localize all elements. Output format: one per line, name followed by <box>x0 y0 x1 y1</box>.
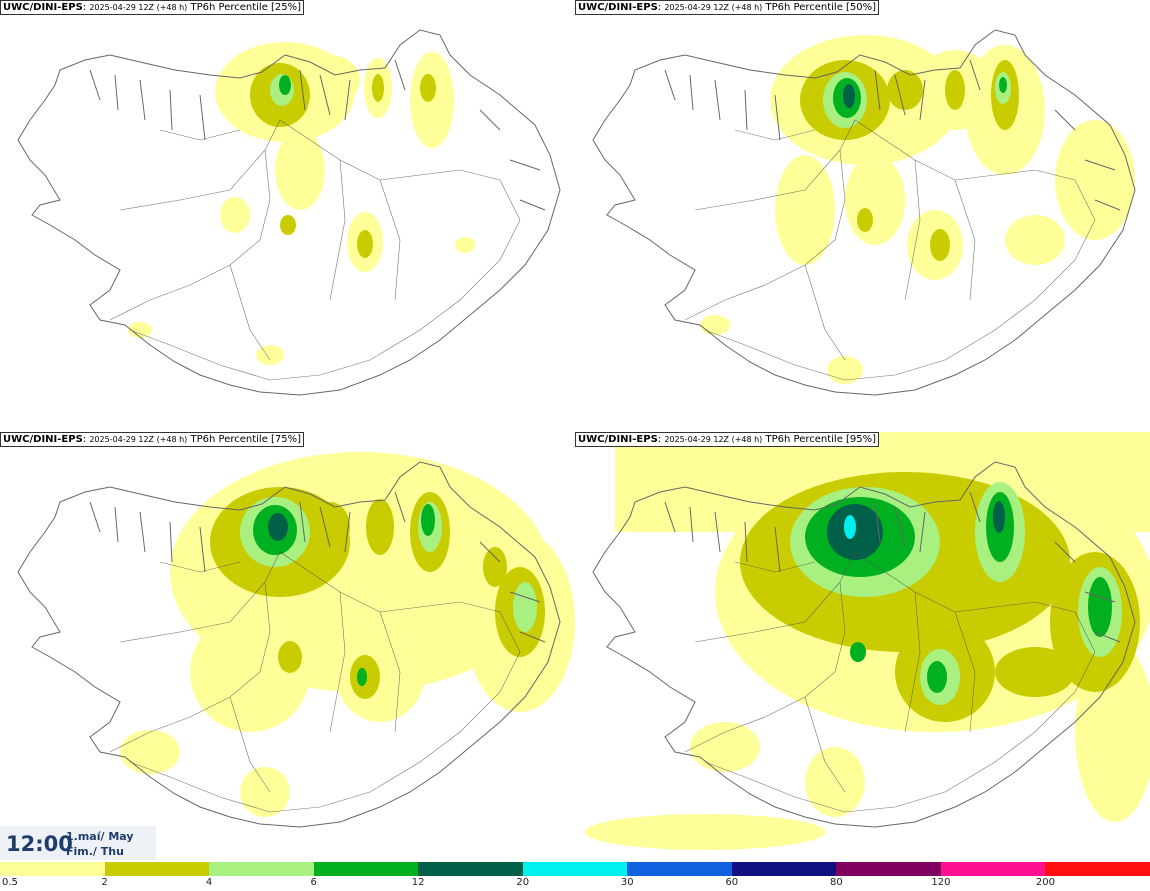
precip-map-p25 <box>17 29 561 396</box>
panel-field: TP6h Percentile [25%] <box>190 2 302 13</box>
map-panel-p75: UWC/DINI-EPS: 2025-04-29 12Z (+48 h) TP6… <box>0 432 575 864</box>
map-panel-p95: UWC/DINI-EPS: 2025-04-29 12Z (+48 h) TP6… <box>575 432 1150 864</box>
panel-source: UWC/DINI-EPS <box>3 434 83 445</box>
road-network <box>684 119 1096 381</box>
legend-label: 60 <box>725 877 739 888</box>
panel-run: 2025-04-29 12Z (+48 h) <box>89 435 188 444</box>
legend-labels: 0.5 2 4 6 12 20 30 60 80 120 200 <box>0 877 1150 891</box>
iceland-coastline <box>17 461 561 828</box>
panel-source: UWC/DINI-EPS <box>578 434 658 445</box>
legend-swatch <box>418 862 523 876</box>
legend-swatch <box>836 862 941 876</box>
precip-field <box>700 35 1135 384</box>
panel-field: TP6h Percentile [50%] <box>765 2 877 13</box>
panel-title: UWC/DINI-EPS: 2025-04-29 12Z (+48 h) TP6… <box>575 432 880 447</box>
valid-date-line2: Fim./ Thu <box>66 845 124 858</box>
panel-source: UWC/DINI-EPS <box>578 2 658 13</box>
legend-swatch <box>522 862 628 876</box>
panel-title: UWC/DINI-EPS: 2025-04-29 12Z (+48 h) TP6… <box>0 0 305 15</box>
legend-swatch <box>731 862 837 876</box>
precip-field <box>585 432 1150 850</box>
road-network <box>109 119 521 381</box>
legend-swatch <box>209 862 314 876</box>
legend-swatch <box>104 862 210 876</box>
color-legend: 0.5 2 4 6 12 20 30 60 80 120 200 <box>0 862 1150 891</box>
legend-swatch <box>627 862 732 876</box>
legend-label: 6 <box>310 877 317 888</box>
legend-label: 30 <box>620 877 634 888</box>
panel-source: UWC/DINI-EPS <box>3 2 83 13</box>
iceland-coastline <box>17 29 561 396</box>
legend-label: 20 <box>516 877 530 888</box>
panel-title: UWC/DINI-EPS: 2025-04-29 12Z (+48 h) TP6… <box>575 0 880 15</box>
panel-run: 2025-04-29 12Z (+48 h) <box>89 3 188 12</box>
legend-label: 120 <box>931 877 951 888</box>
legend-label: 200 <box>1035 877 1055 888</box>
legend-label: 80 <box>829 877 843 888</box>
precip-map-p50 <box>592 29 1136 396</box>
panel-run: 2025-04-29 12Z (+48 h) <box>664 3 763 12</box>
legend-label: 0.5 <box>2 877 18 888</box>
legend-swatch <box>0 862 105 876</box>
legend-label: 12 <box>411 877 425 888</box>
precip-field <box>128 42 475 365</box>
legend-swatch <box>940 862 1046 876</box>
precip-map-p75 <box>17 452 575 828</box>
panel-field: TP6h Percentile [95%] <box>765 434 877 445</box>
valid-date-line1: 1.maí/ May <box>66 830 134 843</box>
legend-swatch <box>1045 862 1150 876</box>
panel-field: TP6h Percentile [75%] <box>190 434 302 445</box>
valid-time-box: 12:00 1.maí/ May Fim./ Thu <box>0 826 156 860</box>
panel-run: 2025-04-29 12Z (+48 h) <box>664 435 763 444</box>
panel-title: UWC/DINI-EPS: 2025-04-29 12Z (+48 h) TP6… <box>0 432 305 447</box>
iceland-coastline <box>592 461 1136 828</box>
legend-label: 2 <box>101 877 108 888</box>
legend-color-bar <box>0 862 1150 876</box>
precip-field <box>120 452 575 817</box>
map-panel-p50: UWC/DINI-EPS: 2025-04-29 12Z (+48 h) TP6… <box>575 0 1150 432</box>
road-network <box>684 551 1096 813</box>
iceland-coastline <box>592 29 1136 396</box>
legend-label: 4 <box>205 877 213 888</box>
legend-swatch <box>313 862 419 876</box>
road-network <box>109 551 521 813</box>
valid-time: 12:00 <box>6 832 73 856</box>
precip-map-p95 <box>585 432 1150 850</box>
map-panel-p25: UWC/DINI-EPS: 2025-04-29 12Z (+48 h) TP6… <box>0 0 575 432</box>
